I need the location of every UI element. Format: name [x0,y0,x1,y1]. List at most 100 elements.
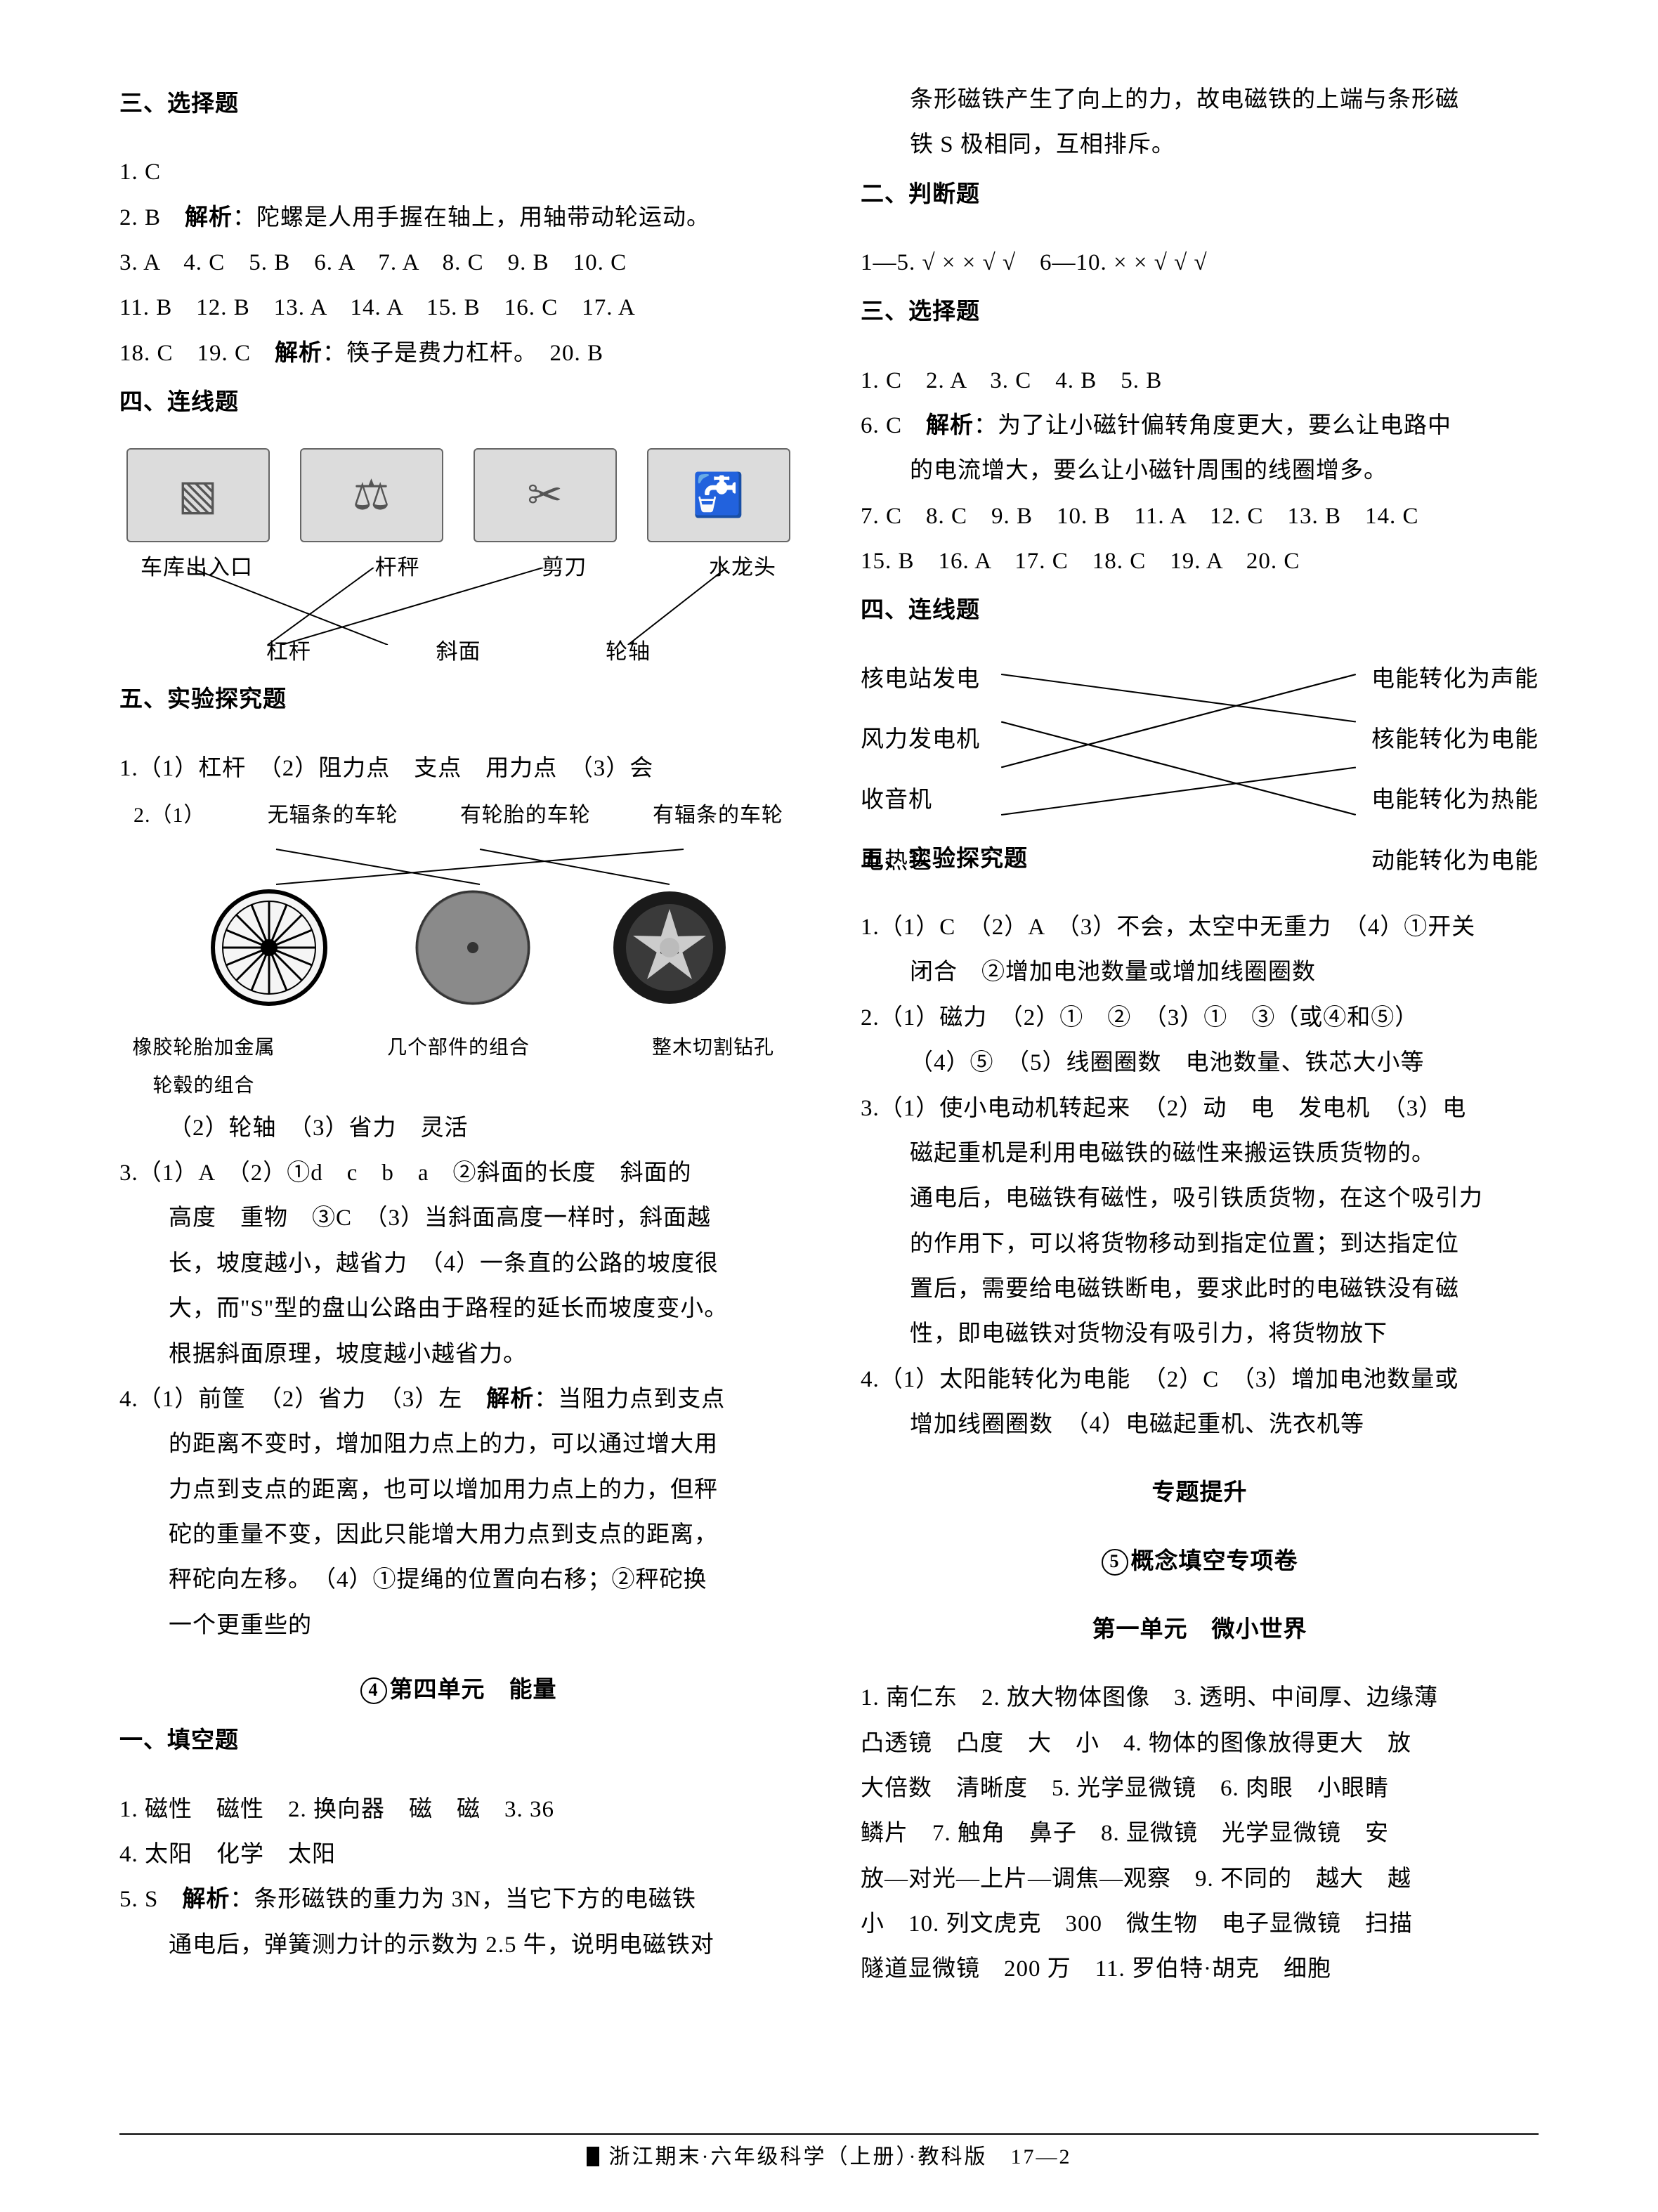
right-c3: 的电流增大，要么让小磁针周围的线圈增多。 [861,448,1539,493]
right-re4-2: 增加线圈圈数 （4）电磁起重机、洗衣机等 [861,1402,1539,1447]
left-exp3-2: 高度 重物 ③C （3）当斜面高度一样时，斜面越 [119,1196,797,1241]
scissors-image: ✂ [474,448,617,542]
left-q1: 1. C [119,150,797,195]
match2-left-labels: 核电站发电 风力发电机 收音机 电热毯 [861,657,980,884]
right-sec3-heading: 三、选择题 [861,289,1539,334]
wheels-diagram: 2.（1） 无辐条的车轮 有轮胎的车轮 有辐条的车轮 [119,795,797,1106]
left-fill1: 1. 磁性 磁性 2. 换向器 磁 磁 3. 36 [119,1787,797,1832]
left-sec5-heading: 五、实验探究题 [119,677,797,722]
right-t2: 凸透镜 凸度 大 小 4. 物体的图像放得更大 放 [861,1721,1539,1766]
left-column: 三、选择题 1. C 2. B 解析：陀螺是人用手握在轴上，用轴带动轮运动。 3… [119,77,797,1992]
right-sec2-heading: 二、判断题 [861,172,1539,217]
left-exp3-4: 大，而"S"型的盘山公路由于路程的延长而坡度变小。 [119,1286,797,1331]
right-t6: 小 10. 列文虎克 300 微生物 电子显微镜 扫描 [861,1902,1539,1946]
right-t1: 1. 南仁东 2. 放大物体图像 3. 透明、中间厚、边缘薄 [861,1675,1539,1720]
matching-diagram-tools: ▧ ⚖ ✂ 🚰 车库出入口 杆秤 剪刀 水龙头 [119,448,797,673]
analysis-label: 解析 [182,1887,230,1912]
left-fill3a: 5. S [119,1887,182,1912]
left-sec4-heading: 四、连线题 [119,380,797,425]
left-q3-10: 3. A 4. C 5. B 6. A 7. A 8. C 9. B 10. C [119,240,797,285]
matching-diagram-energy: 核电站发电 风力发电机 收音机 电热毯 电能转化为声能 核能转化为电能 电能转化… [861,657,1539,832]
left-exp1: 1.（1）杠杆 （2）阻力点 支点 用力点 （3）会 [119,746,797,791]
unit4-title: 第四单元 能量 [390,1677,557,1703]
right-sec4-heading: 四、连线题 [861,588,1539,633]
left-exp4-3: 力点到支点的距离，也可以增加用力点上的力，但秤 [119,1467,797,1512]
right-column: 条形磁铁产生了向上的力，故电磁铁的上端与条形磁 铁 S 极相同，互相排斥。 二、… [861,77,1539,1992]
right-re3-6: 性，即电磁铁对货物没有吸引力，将货物放下 [861,1311,1539,1356]
left-fill3c: ：条形磁铁的重力为 3N，当它下方的电磁铁 [230,1887,696,1912]
left-exp3-3: 长，坡度越小，越省力 （4）一条直的公路的坡度很 [119,1241,797,1286]
right-re3-1: 3.（1）使小电动机转起来 （2）动 电 发电机 （3）电 [861,1086,1539,1131]
circled-4-icon: 4 [360,1677,387,1704]
wheels-q2-prefix: 2.（1） [133,795,206,837]
garage-ramp-image: ▧ [126,448,270,542]
wlabel-b2: 几个部件的组合 [374,1029,543,1106]
m2l4: 电热毯 [861,839,980,884]
match2-right-labels: 电能转化为声能 核能转化为电能 电能转化为热能 动能转化为电能 [1371,657,1539,884]
topic-heading: 专题提升 [861,1470,1539,1515]
right-t3: 大倍数 清晰度 5. 光学显微镜 6. 肉眼 小眼睛 [861,1766,1539,1811]
wlabel-tire: 有轮胎的车轮 [460,795,591,837]
match2-lines [1001,657,1356,832]
right-re3-5: 置后，需要给电磁铁断电，要求此时的电磁铁没有磁 [861,1267,1539,1311]
left-q18-ans: 18. C 19. C [119,341,275,366]
circled-5-icon: 5 [1102,1549,1128,1576]
right-c4: 7. C 8. C 9. B 10. B 11. A 12. C 13. B 1… [861,494,1539,539]
right-c1: 1. C 2. A 3. C 4. B 5. B [861,358,1539,403]
faucet-image: 🚰 [647,448,790,542]
left-exp3-1: 3.（1）A （2）①d c b a ②斜面的长度 斜面的 [119,1151,797,1196]
footer-text: 浙江期末·六年级科学（上册）·教科版 17—2 [609,2145,1072,2168]
left-q2-ans: 2. B [119,205,185,230]
m2r4: 动能转化为电能 [1371,839,1539,884]
wlabel-b1: 橡胶轮胎加金属 轮毂的组合 [119,1029,288,1106]
label-lever: 杠杆 [266,631,311,673]
left-exp4-4: 砣的重量不变，因此只能增大用力点到支点的距离， [119,1512,797,1557]
right-judge: 1—5. √ × × √ √ 6—10. × × √ √ √ [861,240,1539,285]
right-c2: 6. C 解析：为了让小磁针偏转角度更大，要么让电路中 [861,403,1539,448]
left-fill2: 4. 太阳 化学 太阳 [119,1832,797,1877]
left-q2: 2. B 解析：陀螺是人用手握在轴上，用轴带动轮运动。 [119,195,797,240]
right-cont2: 铁 S 极相同，互相排斥。 [861,122,1539,167]
right-re1-1: 1.（1）C （2）A （3）不会，太空中无重力 （4）①开关 [861,905,1539,950]
right-c2a: 6. C [861,413,926,438]
m2l3: 收音机 [861,778,980,823]
right-c5: 15. B 16. A 17. C 18. C 19. A 20. C [861,539,1539,584]
right-re2-1: 2.（1）磁力 （2）① ② （3）① ③（或④和⑤） [861,995,1539,1040]
wlabel-nospoke: 无辐条的车轮 [268,795,398,837]
wlabel-spoke: 有辐条的车轮 [653,795,783,837]
match1-bottom-labels: 杠杆 斜面 轮轴 [119,631,797,673]
left-sec3-heading: 三、选择题 [119,81,797,126]
right-re2-2: （4）⑤ （5）线圈圈数 电池数量、铁芯大小等 [861,1040,1539,1085]
m2r2: 核能转化为电能 [1371,717,1539,762]
topic-unit-heading: 第一单元 微小世界 [861,1607,1539,1652]
topic-sub-heading: 5概念填空专项卷 [861,1539,1539,1584]
right-c2c: ：为了让小磁针偏转角度更大，要么让电路中 [974,413,1451,438]
unit4-heading: 4第四单元 能量 [119,1668,797,1713]
left-q2-expl: ：陀螺是人用手握在轴上，用轴带动轮运动。 [233,205,710,230]
right-re1-2: 闭合 ②增加电池数量或增加线圈圈数 [861,950,1539,995]
left-q18-expl: ：筷子是费力杠杆。 20. B [322,341,603,366]
right-t7: 隧道显微镜 200 万 11. 罗伯特·胡克 细胞 [861,1946,1539,1991]
right-t5: 放—对光—上片—调焦—观察 9. 不同的 越大 越 [861,1857,1539,1902]
left-exp4-1: 4.（1）前筐 （2）省力 （3）左 解析：当阻力点到支点 [119,1377,797,1422]
left-exp4-6: 一个更重些的 [119,1603,797,1648]
footer-bar-icon [587,2147,599,2166]
two-column-layout: 三、选择题 1. C 2. B 解析：陀螺是人用手握在轴上，用轴带动轮运动。 3… [119,77,1539,1992]
left-fill3: 5. S 解析：条形磁铁的重力为 3N，当它下方的电磁铁 [119,1877,797,1922]
m2l1: 核电站发电 [861,657,980,702]
steelyard-image: ⚖ [300,448,443,542]
left-exp4-1a: 4.（1）前筐 （2）省力 （3）左 [119,1387,486,1412]
left-fill4: 通电后，弹簧测力计的示数为 2.5 牛，说明电磁铁对 [119,1923,797,1968]
page-footer: 浙江期末·六年级科学（上册）·教科版 17—2 [0,2139,1658,2170]
wlabel-b3: 整木切割钻孔 [629,1029,797,1106]
left-q18-20: 18. C 19. C 解析：筷子是费力杠杆。 20. B [119,331,797,376]
right-t4: 鳞片 7. 触角 鼻子 8. 显微镜 光学显微镜 安 [861,1811,1539,1856]
right-re4-1: 4.（1）太阳能转化为电能 （2）C （3）增加电池数量或 [861,1357,1539,1402]
left-q11-17: 11. B 12. B 13. A 14. A 15. B 16. C 17. … [119,285,797,330]
analysis-label: 解析 [486,1387,534,1412]
topic-sub-title: 概念填空专项卷 [1131,1549,1298,1574]
wheels-bottom-labels: 橡胶轮胎加金属 轮毂的组合 几个部件的组合 整木切割钻孔 [119,1029,797,1106]
right-re3-2: 磁起重机是利用电磁铁的磁性来搬运铁质货物的。 [861,1131,1539,1176]
analysis-label: 解析 [926,413,974,438]
left-exp3-5: 根据斜面原理，坡度越小越省力。 [119,1332,797,1377]
